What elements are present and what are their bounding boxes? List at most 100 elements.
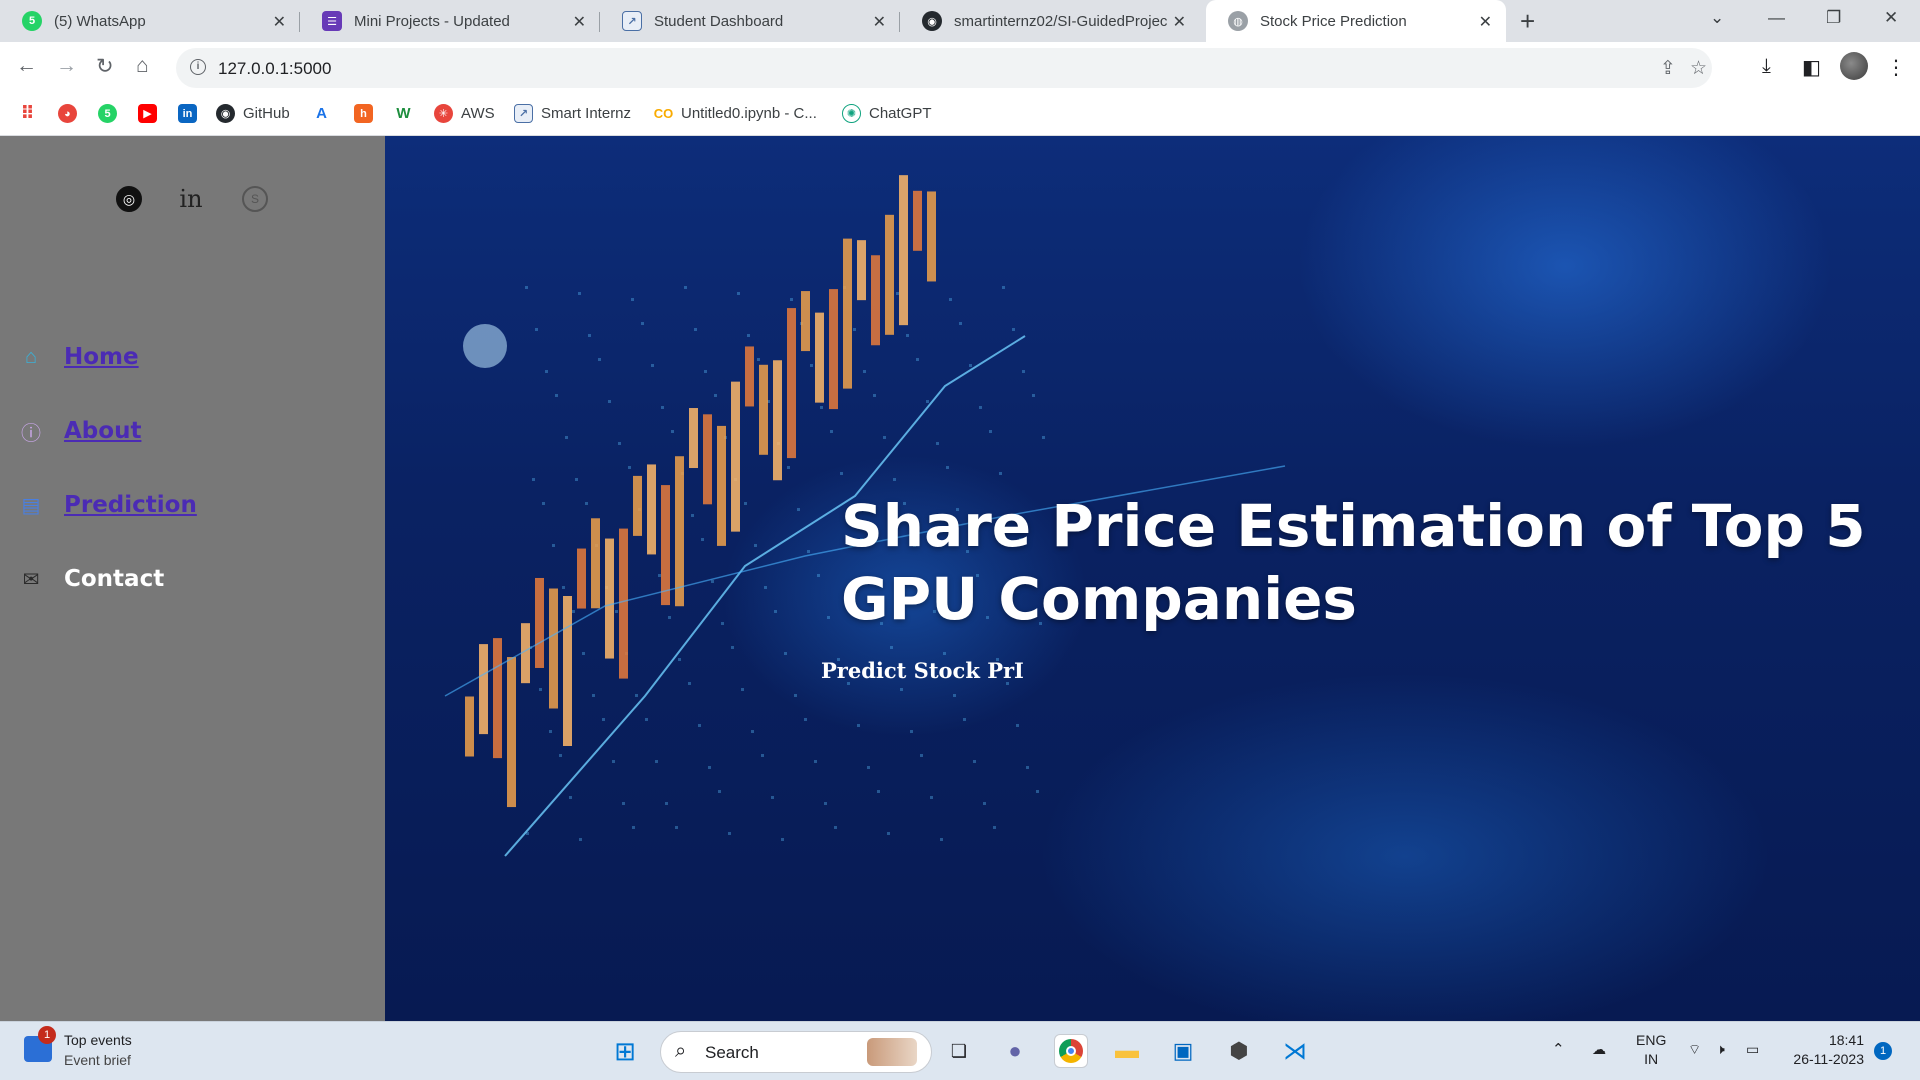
show-hidden-icons-chevron[interactable]: ⌃ [1552, 1041, 1565, 1058]
forward-button[interactable]: → [56, 54, 77, 77]
bookmark-chatgpt[interactable]: ✺ ChatGPT [842, 104, 932, 123]
restore-button[interactable]: ❐ [1826, 8, 1842, 27]
tab-search-chevron-icon[interactable]: ⌄ [1710, 8, 1725, 27]
nav-contact[interactable]: ✉ Contact [18, 566, 165, 592]
tab-close-icon[interactable]: ✕ [272, 14, 286, 31]
map-dot [751, 730, 754, 733]
microsoft-store-icon[interactable]: ▣ [1172, 1038, 1194, 1063]
tab-close-icon[interactable]: ✕ [872, 14, 886, 31]
nav-prediction[interactable]: ▤ Prediction [18, 492, 197, 518]
tab-student-dashboard[interactable]: ↗ Student Dashboard ✕ [600, 0, 900, 42]
map-dot [525, 286, 528, 289]
battery-icon[interactable]: ▭ [1746, 1041, 1760, 1057]
reload-button[interactable]: ↻ [96, 55, 114, 78]
candle-bar [675, 456, 684, 607]
wifi-icon[interactable]: ⌔ [1688, 1041, 1702, 1057]
map-dot [562, 586, 565, 589]
bookmark-item[interactable]: in [178, 104, 205, 123]
colab-icon: CO [653, 106, 674, 121]
globe-icon: ◍ [1228, 11, 1248, 31]
instagram-icon[interactable]: ◎ [116, 186, 142, 212]
close-window-button[interactable]: ✕ [1884, 8, 1899, 27]
map-dot [986, 616, 989, 619]
bookmark-label: Untitled0.ipynb - C... [681, 105, 817, 122]
onedrive-icon[interactable]: ☁ [1592, 1041, 1606, 1057]
windows-start-icon[interactable]: ⊞ [614, 1035, 636, 1066]
bookmark-smart-internz[interactable]: ↗ Smart Internz [514, 104, 631, 123]
profile-avatar[interactable] [1840, 52, 1868, 80]
nav-prediction-label[interactable]: Prediction [64, 492, 197, 518]
hero-subtitle: Predict Stock PrI [821, 658, 1024, 683]
nav-contact-label[interactable]: Contact [64, 566, 165, 592]
map-dot [628, 466, 631, 469]
map-dot [943, 652, 946, 655]
back-button[interactable]: ← [16, 54, 37, 77]
bookmark-item[interactable]: h [354, 104, 381, 123]
bookmark-item[interactable]: A [312, 104, 339, 123]
bookmark-item[interactable]: ◕ [58, 104, 85, 123]
map-dot [913, 544, 916, 547]
nav-home[interactable]: ⌂ Home [18, 344, 139, 370]
candle-bar [857, 240, 866, 301]
language-indicator[interactable]: ENG IN [1636, 1031, 1666, 1069]
map-dot [731, 646, 734, 649]
candle-bar [731, 381, 740, 532]
bookmark-github[interactable]: ◉ GitHub [216, 104, 290, 123]
file-explorer-icon[interactable]: ▬ [1115, 1037, 1139, 1064]
map-dot [953, 694, 956, 697]
nav-about[interactable]: ⓘ About [18, 418, 142, 445]
bookmark-colab[interactable]: CO Untitled0.ipynb - C... [654, 104, 817, 123]
bookmark-item[interactable]: ▶ [138, 104, 165, 123]
task-view-icon[interactable]: ❏ [950, 1040, 968, 1061]
app-cube-icon[interactable]: ⬢ [1229, 1038, 1249, 1063]
minimize-button[interactable]: — [1768, 8, 1785, 27]
skype-icon[interactable]: S [242, 186, 268, 212]
map-dot [579, 838, 582, 841]
tab-mini-projects[interactable]: ☰ Mini Projects - Updated ✕ [300, 0, 600, 42]
map-dot [1012, 328, 1015, 331]
speaker-muted-icon[interactable]: 🕨 [1716, 1041, 1725, 1057]
map-dot [966, 550, 969, 553]
clock[interactable]: 18:41 26-11-2023 [1784, 1031, 1864, 1069]
taskbar-search[interactable]: ⌕ Search [660, 1031, 932, 1073]
bookmark-item[interactable]: 5 [98, 104, 125, 123]
tab-close-icon[interactable]: ✕ [572, 14, 586, 31]
map-dot [701, 538, 704, 541]
new-tab-button[interactable]: + [1520, 6, 1536, 36]
map-dot [711, 580, 714, 583]
map-dot [655, 760, 658, 763]
candle-bar [787, 308, 796, 459]
bookmark-star-icon[interactable]: ☆ [1690, 58, 1708, 79]
linkedin-icon[interactable]: in [179, 185, 203, 213]
tab-title: Student Dashboard [654, 12, 784, 30]
nav-home-label[interactable]: Home [64, 344, 139, 370]
tab-title: smartinternz02/SI-GuidedProjec [954, 12, 1168, 30]
bookmark-apps[interactable]: ⠿ [18, 103, 45, 123]
teams-chat-icon[interactable]: ● [1008, 1038, 1022, 1063]
site-info-icon[interactable]: i [190, 59, 206, 75]
tab-close-icon[interactable]: ✕ [1172, 14, 1186, 31]
url-text[interactable]: 127.0.0.1:5000 [218, 59, 332, 78]
tab-close-icon[interactable]: ✕ [1478, 14, 1492, 31]
tab-stock-price-prediction[interactable]: ◍ Stock Price Prediction ✕ [1206, 0, 1506, 42]
map-dot [824, 802, 827, 805]
map-dot [794, 694, 797, 697]
notification-count-badge[interactable]: 1 [1874, 1042, 1892, 1060]
share-icon[interactable]: ⇪ [1660, 58, 1676, 79]
bookmark-item[interactable]: W [394, 104, 421, 123]
map-dot [870, 580, 873, 583]
menu-kebab-icon[interactable]: ⋮ [1886, 57, 1906, 79]
tab-whatsapp[interactable]: 5 (5) WhatsApp ✕ [0, 0, 300, 42]
nav-about-label[interactable]: About [64, 418, 142, 444]
download-icon[interactable]: ⤓ [1762, 55, 1771, 77]
bookmark-aws[interactable]: ✳ AWS [434, 104, 495, 123]
chrome-icon[interactable] [1054, 1034, 1088, 1068]
home-button[interactable]: ⌂ [136, 54, 149, 77]
side-panel-icon[interactable]: ◧ [1802, 57, 1821, 79]
vscode-icon[interactable]: ⋊ [1283, 1037, 1307, 1065]
map-dot [1022, 370, 1025, 373]
map-dot [684, 286, 687, 289]
tab-github[interactable]: ◉ smartinternz02/SI-GuidedProjec ✕ [900, 0, 1200, 42]
map-dot [582, 652, 585, 655]
address-bar[interactable]: i 127.0.0.1:5000 ⇪ ☆ [176, 48, 1712, 88]
